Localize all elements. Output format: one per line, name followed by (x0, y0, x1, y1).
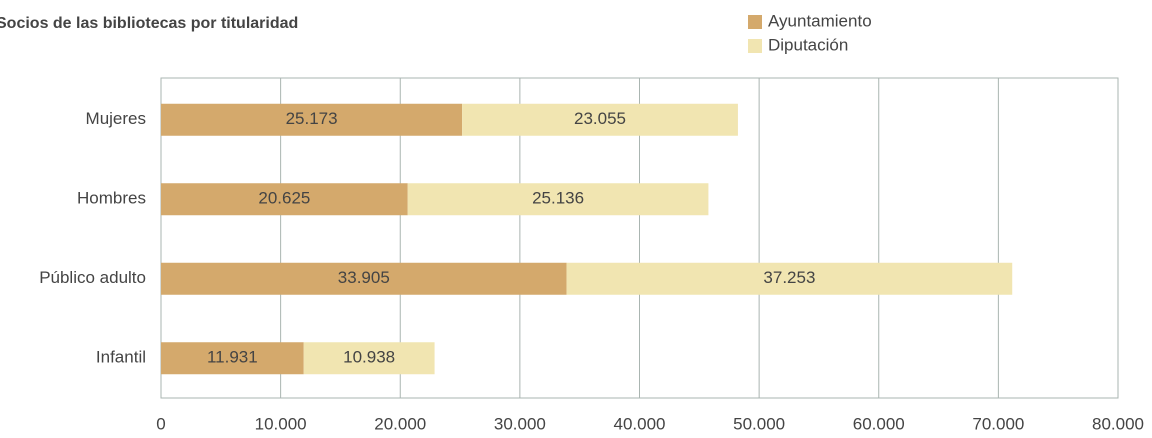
x-tick-label: 70.000 (972, 414, 1024, 433)
x-tick-label: 10.000 (255, 414, 307, 433)
bar (462, 103, 738, 136)
chart-title: Socios de las bibliotecas por titularida… (0, 15, 298, 32)
bar (161, 262, 567, 295)
y-tick-label: Infantil (96, 348, 146, 367)
x-tick-label: 0 (156, 414, 165, 433)
bar (161, 183, 408, 216)
value-label: 20.625 (258, 189, 310, 208)
bar (407, 183, 709, 216)
x-tick-label: 40.000 (614, 414, 666, 433)
bar (161, 103, 463, 136)
x-tick-label: 80.000 (1092, 414, 1144, 433)
legend-swatch (748, 39, 762, 53)
value-label: 23.055 (574, 109, 626, 128)
legend-label: Diputación (768, 35, 848, 54)
y-tick-label: Hombres (77, 189, 146, 208)
value-label: 25.136 (532, 189, 584, 208)
x-tick-label: 60.000 (853, 414, 905, 433)
value-label: 33.905 (338, 268, 390, 287)
y-tick-label: Público adulto (39, 268, 146, 287)
x-tick-label: 30.000 (494, 414, 546, 433)
value-label: 10.938 (343, 348, 395, 367)
value-label: 25.173 (286, 109, 338, 128)
x-tick-label: 20.000 (374, 414, 426, 433)
legend-label: Ayuntamiento (768, 11, 872, 30)
x-tick-label: 50.000 (733, 414, 785, 433)
value-label: 11.931 (207, 348, 258, 367)
y-tick-label: Mujeres (86, 109, 146, 128)
bar (566, 262, 1013, 295)
bar (161, 342, 304, 375)
value-label: 37.253 (763, 268, 815, 287)
bar (303, 342, 435, 375)
legend-swatch (748, 15, 762, 29)
